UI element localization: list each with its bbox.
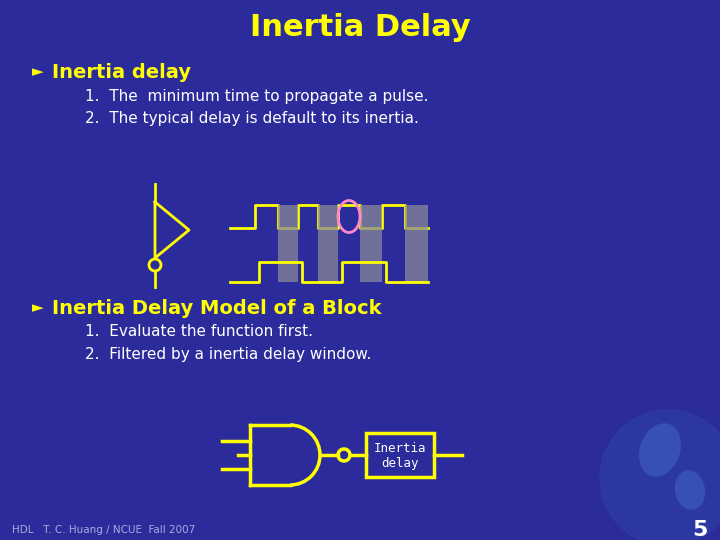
Ellipse shape	[675, 470, 705, 510]
Text: 5: 5	[693, 520, 708, 540]
Text: 1.  The  minimum time to propagate a pulse.: 1. The minimum time to propagate a pulse…	[85, 89, 428, 104]
Text: ►: ►	[32, 64, 44, 79]
Bar	[405, 205, 428, 282]
Text: 2.  The typical delay is default to its inertia.: 2. The typical delay is default to its i…	[85, 111, 419, 125]
Text: ►: ►	[32, 300, 44, 315]
Text: 2.  Filtered by a inertia delay window.: 2. Filtered by a inertia delay window.	[85, 347, 372, 361]
Text: Inertia Delay: Inertia Delay	[250, 14, 470, 43]
Bar	[278, 205, 298, 282]
Text: Inertia: Inertia	[374, 442, 426, 455]
Text: Inertia Delay Model of a Block: Inertia Delay Model of a Block	[52, 299, 382, 318]
Text: Inertia delay: Inertia delay	[52, 63, 191, 82]
Ellipse shape	[639, 423, 681, 477]
Bar	[360, 205, 382, 282]
Circle shape	[600, 410, 720, 540]
Bar	[318, 205, 338, 282]
Text: HDL   T. C. Huang / NCUE  Fall 2007: HDL T. C. Huang / NCUE Fall 2007	[12, 525, 195, 535]
Text: delay: delay	[382, 456, 419, 469]
Text: 1.  Evaluate the function first.: 1. Evaluate the function first.	[85, 325, 313, 340]
Bar	[366, 433, 434, 477]
